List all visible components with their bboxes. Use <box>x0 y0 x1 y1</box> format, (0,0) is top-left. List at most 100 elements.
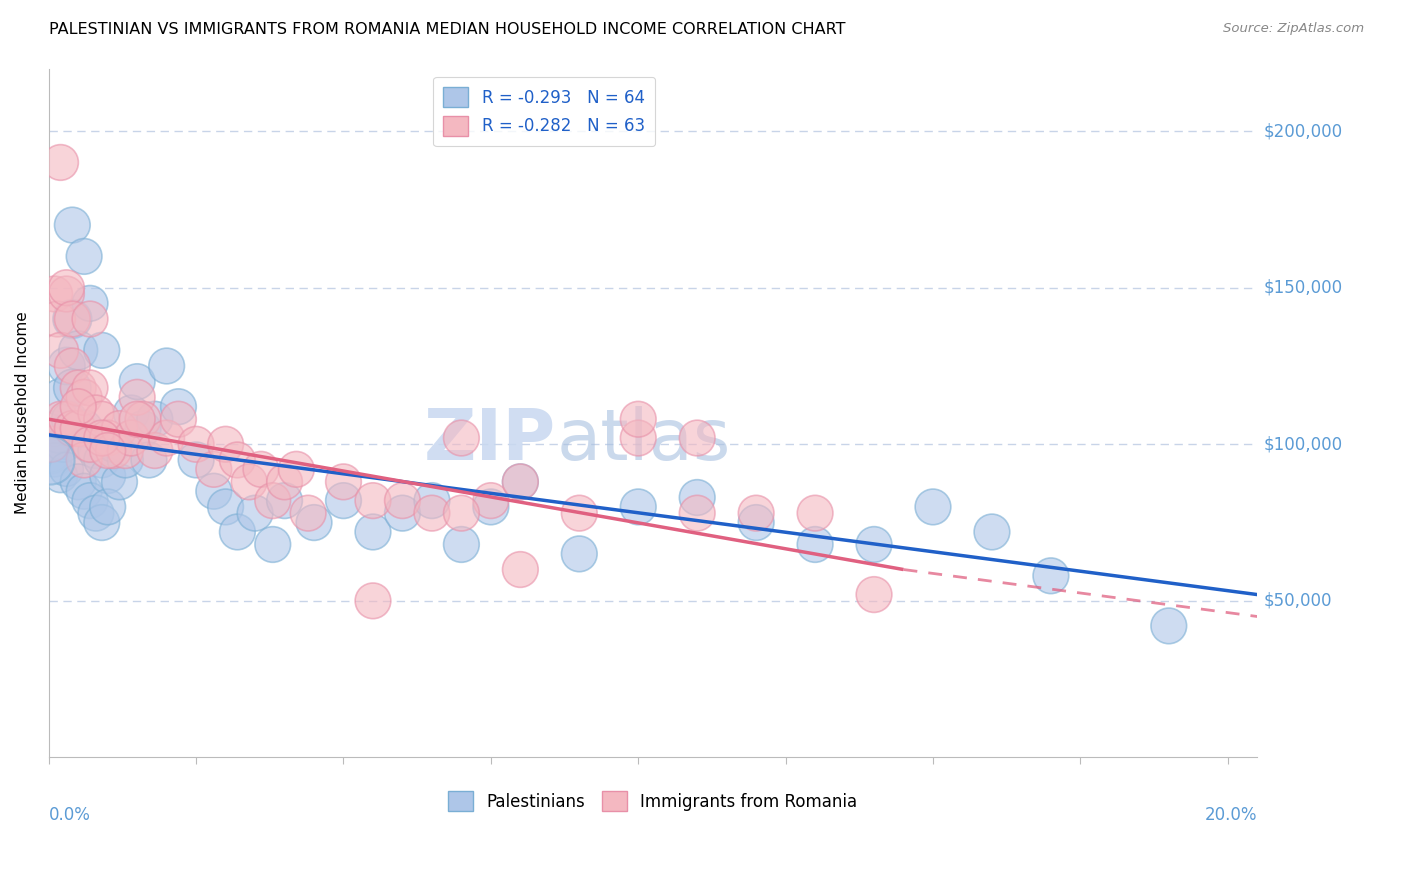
Point <box>39 437 62 451</box>
Point <box>391 493 413 508</box>
Point <box>184 453 207 467</box>
Point <box>46 428 69 442</box>
Point <box>39 447 62 461</box>
Point <box>49 343 72 358</box>
Text: $100,000: $100,000 <box>1263 435 1343 453</box>
Point <box>120 406 142 420</box>
Point <box>243 506 266 520</box>
Point <box>60 422 83 436</box>
Point <box>60 359 83 373</box>
Point <box>73 484 96 499</box>
Point <box>49 390 72 404</box>
Point <box>138 453 160 467</box>
Point <box>297 506 319 520</box>
Point <box>44 453 66 467</box>
Point <box>90 453 112 467</box>
Text: 20.0%: 20.0% <box>1205 805 1257 823</box>
Point <box>509 475 531 489</box>
Point <box>226 453 249 467</box>
Point <box>90 431 112 445</box>
Text: 0.0%: 0.0% <box>49 805 90 823</box>
Point <box>108 475 131 489</box>
Point <box>981 524 1004 539</box>
Point <box>302 516 325 530</box>
Point <box>79 493 101 508</box>
Point <box>108 422 131 436</box>
Point <box>167 400 190 414</box>
Point <box>262 493 284 508</box>
Point <box>627 500 650 514</box>
Point <box>167 412 190 426</box>
Point <box>97 468 120 483</box>
Point <box>273 475 295 489</box>
Point <box>79 437 101 451</box>
Point <box>79 437 101 451</box>
Point <box>90 516 112 530</box>
Point <box>79 296 101 310</box>
Point <box>686 491 709 505</box>
Point <box>114 443 136 458</box>
Point <box>450 506 472 520</box>
Point <box>127 390 149 404</box>
Point <box>1157 619 1180 633</box>
Point <box>114 453 136 467</box>
Point <box>55 412 77 426</box>
Text: Source: ZipAtlas.com: Source: ZipAtlas.com <box>1223 22 1364 36</box>
Point <box>67 475 90 489</box>
Point <box>97 500 120 514</box>
Point <box>67 343 90 358</box>
Point <box>84 406 107 420</box>
Point <box>745 516 768 530</box>
Text: $200,000: $200,000 <box>1263 122 1343 140</box>
Point <box>55 281 77 295</box>
Point <box>420 506 443 520</box>
Point <box>97 443 120 458</box>
Point <box>143 412 166 426</box>
Point <box>273 493 295 508</box>
Point <box>84 506 107 520</box>
Point <box>41 450 63 464</box>
Point <box>250 462 273 476</box>
Point <box>686 431 709 445</box>
Point <box>60 218 83 232</box>
Point <box>863 588 886 602</box>
Point <box>509 475 531 489</box>
Text: $50,000: $50,000 <box>1263 591 1331 610</box>
Point <box>238 475 260 489</box>
Point <box>79 312 101 326</box>
Point <box>55 359 77 373</box>
Point <box>226 524 249 539</box>
Point <box>1039 569 1062 583</box>
Point <box>90 412 112 426</box>
Point <box>79 381 101 395</box>
Point <box>509 562 531 576</box>
Point <box>58 412 80 426</box>
Point <box>745 506 768 520</box>
Point <box>73 390 96 404</box>
Point <box>450 537 472 551</box>
Point <box>73 249 96 263</box>
Point <box>60 312 83 326</box>
Point <box>46 312 69 326</box>
Point <box>67 400 90 414</box>
Point <box>73 453 96 467</box>
Point <box>863 537 886 551</box>
Point <box>120 431 142 445</box>
Point <box>202 484 225 499</box>
Point <box>103 443 125 458</box>
Point <box>420 493 443 508</box>
Point <box>214 437 236 451</box>
Point <box>627 431 650 445</box>
Point <box>361 493 384 508</box>
Point <box>450 431 472 445</box>
Text: PALESTINIAN VS IMMIGRANTS FROM ROMANIA MEDIAN HOUSEHOLD INCOME CORRELATION CHART: PALESTINIAN VS IMMIGRANTS FROM ROMANIA M… <box>49 22 846 37</box>
Point <box>568 506 591 520</box>
Point <box>391 506 413 520</box>
Point <box>922 500 945 514</box>
Point <box>84 443 107 458</box>
Point <box>568 547 591 561</box>
Point <box>361 594 384 608</box>
Point <box>60 312 83 326</box>
Point <box>73 422 96 436</box>
Point <box>285 462 308 476</box>
